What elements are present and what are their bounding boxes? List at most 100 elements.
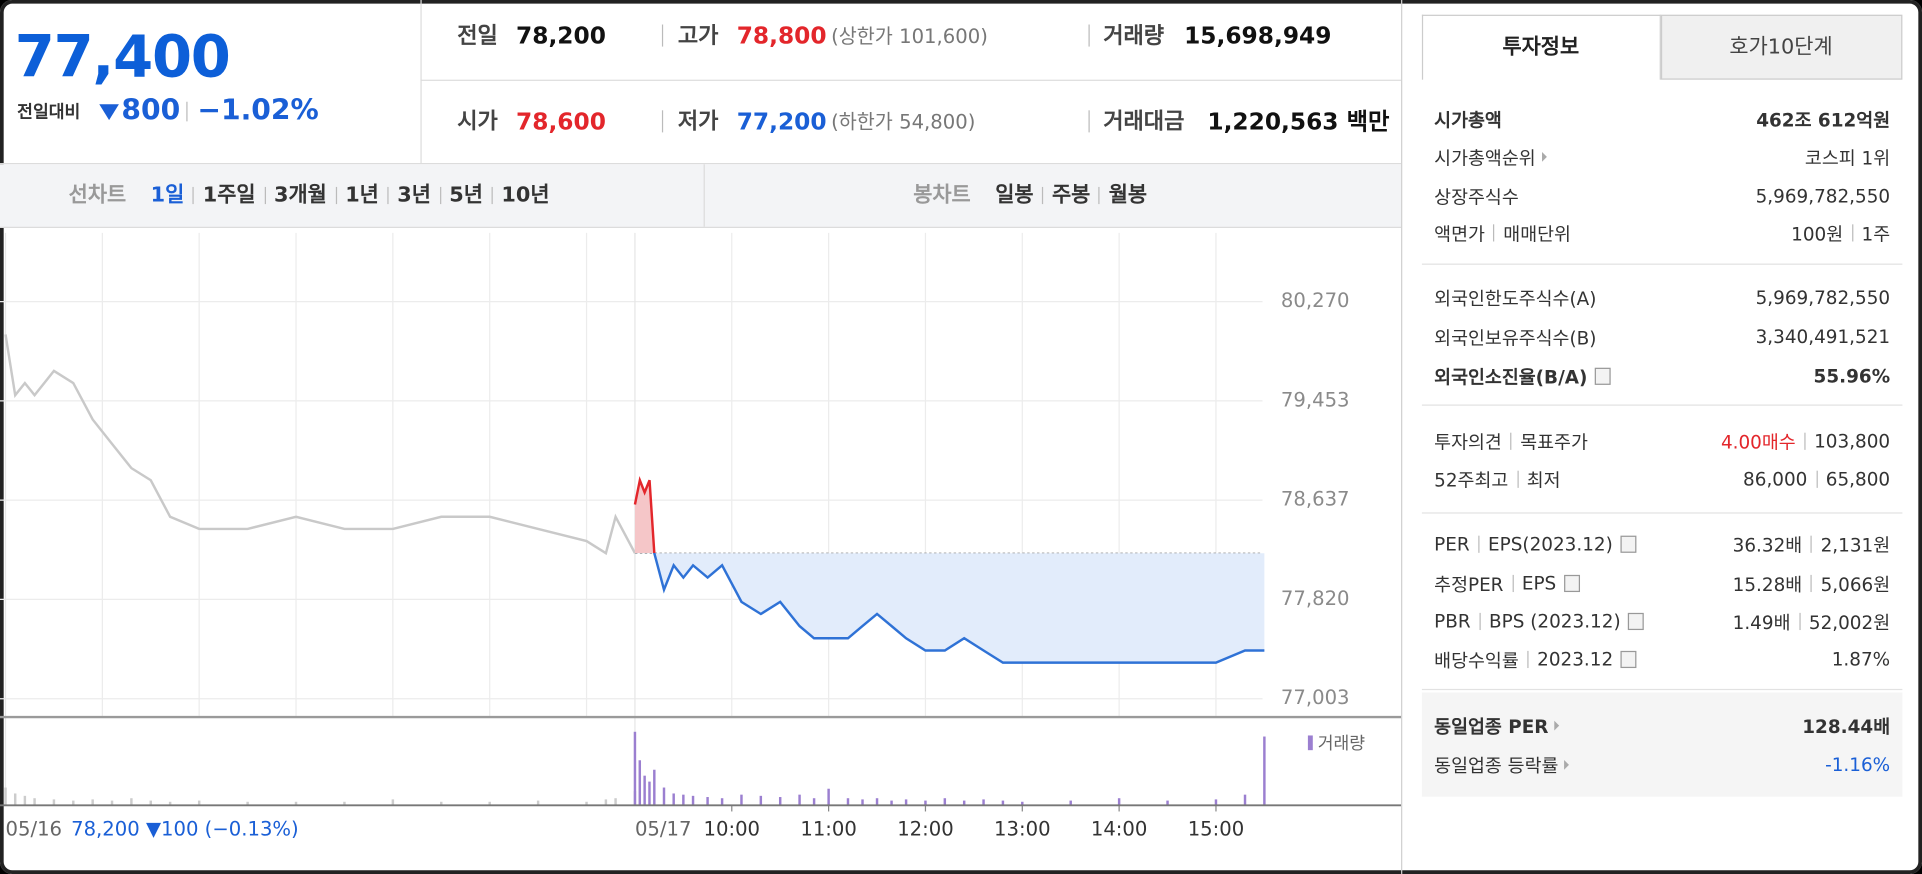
row-values: 1.49배 52,002원 [1733, 609, 1891, 635]
candle-tabs: 봉차트 일봉 주봉 월봉 [913, 183, 1148, 208]
low-value: 77,200 [736, 108, 827, 136]
tab-active[interactable] [1421, 14, 1661, 80]
row-value: 86,000 [1743, 468, 1808, 491]
period-tab[interactable]: 3년 [397, 183, 431, 208]
period-tab[interactable]: 10년 [501, 183, 550, 208]
help-icon[interactable] [1594, 367, 1611, 385]
row-value: 462조 612억원 [1756, 108, 1891, 131]
info-row: PER EPS(2023.12) 36.32배 2,131원 [1434, 530, 1890, 559]
divider [1799, 612, 1801, 631]
row-labels: 상장주식수 [1434, 183, 1519, 209]
row-value: 128.44배 [1802, 715, 1891, 738]
volume-bar [168, 801, 172, 806]
line-tabs: 선차트 1일 1주일 3개월 1년 3년 5년 10년 [69, 183, 550, 208]
row-label: 매매단위 [1503, 222, 1571, 245]
row-value: 5,969,782,550 [1755, 185, 1891, 208]
row-value: 2,131원 [1820, 533, 1891, 556]
volume-bar [130, 798, 133, 806]
period-tab[interactable]: 3개월 [273, 183, 327, 208]
tab-inactive[interactable] [1660, 14, 1903, 80]
arrow-icon[interactable] [1541, 151, 1547, 162]
tab-label[interactable]: 호가10단계 [1729, 34, 1833, 60]
row-label: 외국인한도주식수(A) [1434, 287, 1597, 310]
divider [1493, 224, 1495, 242]
change: 800 [121, 94, 181, 127]
candle-tab[interactable]: 주봉 [1051, 183, 1091, 208]
row-label: 동일업종 PER [1434, 715, 1549, 738]
period-tab[interactable]: 1년 [345, 183, 379, 208]
row-label: 상장주식수 [1434, 185, 1519, 208]
row-label: 시가총액 [1434, 108, 1502, 131]
help-icon[interactable] [1627, 612, 1644, 631]
help-icon[interactable] [1620, 535, 1637, 553]
volume-bar [13, 793, 17, 806]
tab-label[interactable]: 투자정보 [1502, 34, 1580, 60]
x-tick-label: 10:00 [704, 817, 761, 840]
help-icon[interactable] [1620, 650, 1637, 669]
volume-bar [924, 800, 927, 806]
row-labels: 추정PER EPS [1434, 571, 1580, 597]
tab-group-label: 봉차트 [913, 183, 971, 208]
divider [264, 186, 266, 205]
row-values: 15.28배 5,066원 [1733, 571, 1891, 597]
info-row: 시가총액순위 코스피 1위 [1434, 142, 1890, 171]
row-value: 1.49배 [1732, 611, 1791, 634]
help-icon[interactable] [1563, 574, 1580, 593]
row-label: 투자의견 [1434, 430, 1502, 453]
volume-bar [391, 799, 395, 806]
row-labels: 액면가 매매단위 [1434, 220, 1571, 246]
candle-tab[interactable]: 월봉 [1108, 183, 1148, 208]
row-value: 코스피 1위 [1804, 146, 1891, 169]
row-labels: 투자의견 목표주가 [1434, 428, 1588, 454]
y-tick-label: 77,003 [1281, 686, 1350, 709]
row-labels: 외국인한도주식수(A) [1434, 285, 1596, 311]
open-value: 78,600 [516, 108, 606, 136]
y-tick-label: 80,270 [1281, 289, 1350, 312]
amount-value: 1,220,563 백만 [1207, 108, 1390, 136]
candle-tab[interactable]: 일봉 [995, 183, 1034, 208]
volume-bar [638, 760, 642, 806]
y-tick-label: 79,453 [1281, 388, 1350, 411]
row-value: 4.00매수 [1720, 430, 1796, 453]
divider [335, 186, 337, 205]
volume-bar [1263, 736, 1266, 806]
row-values: 128.44배 [1802, 713, 1890, 739]
divider [439, 186, 441, 205]
row-value: 5,066원 [1820, 573, 1891, 596]
prev-label: 전일 [457, 23, 498, 50]
period-tab[interactable]: 1주일 [202, 183, 256, 208]
row-labels: PER EPS(2023.12) [1434, 533, 1637, 556]
volume-bar [488, 801, 491, 806]
arrow-icon[interactable] [1564, 759, 1570, 770]
row-label: EPS(2023.12) [1488, 533, 1613, 556]
row-labels: 시가총액 [1434, 106, 1502, 132]
volume-bar [1021, 801, 1024, 806]
row-label: 목표주가 [1520, 430, 1588, 453]
period-tab[interactable]: 5년 [449, 183, 483, 208]
info-row: 액면가 매매단위 100원 1주 [1434, 218, 1890, 247]
volume-bar [440, 801, 443, 806]
change-label: 전일대비 [17, 102, 81, 123]
volume-bar [1243, 794, 1247, 806]
row-label: 52주최고 [1434, 468, 1509, 491]
row-labels: 52주최고 최저 [1434, 466, 1560, 492]
high-value: 78,800 [736, 22, 827, 50]
row-value: 65,800 [1825, 468, 1891, 491]
info-row: 시가총액 462조 612억원 [1434, 104, 1890, 133]
volume-bar [1214, 799, 1218, 806]
date-label: 05/16 [6, 817, 63, 840]
area-fill [634, 480, 1265, 663]
volume-bar [982, 799, 985, 806]
volume-bar [740, 794, 743, 806]
divider [1810, 535, 1812, 553]
volume-bar [691, 795, 695, 806]
volume-bar [943, 798, 947, 806]
period-tab[interactable]: 1일 [150, 183, 185, 208]
volume-label: 거래량 [1103, 23, 1165, 50]
lower-limit: (하한가 54,800) [831, 110, 976, 134]
info-row: 외국인소진율(B/A) 55.96% [1434, 362, 1890, 391]
row-values: 86,000 65,800 [1743, 468, 1890, 490]
arrow-icon[interactable] [1554, 720, 1560, 731]
volume-bar [91, 799, 94, 806]
row-labels: PBR BPS (2023.12) [1434, 610, 1644, 632]
